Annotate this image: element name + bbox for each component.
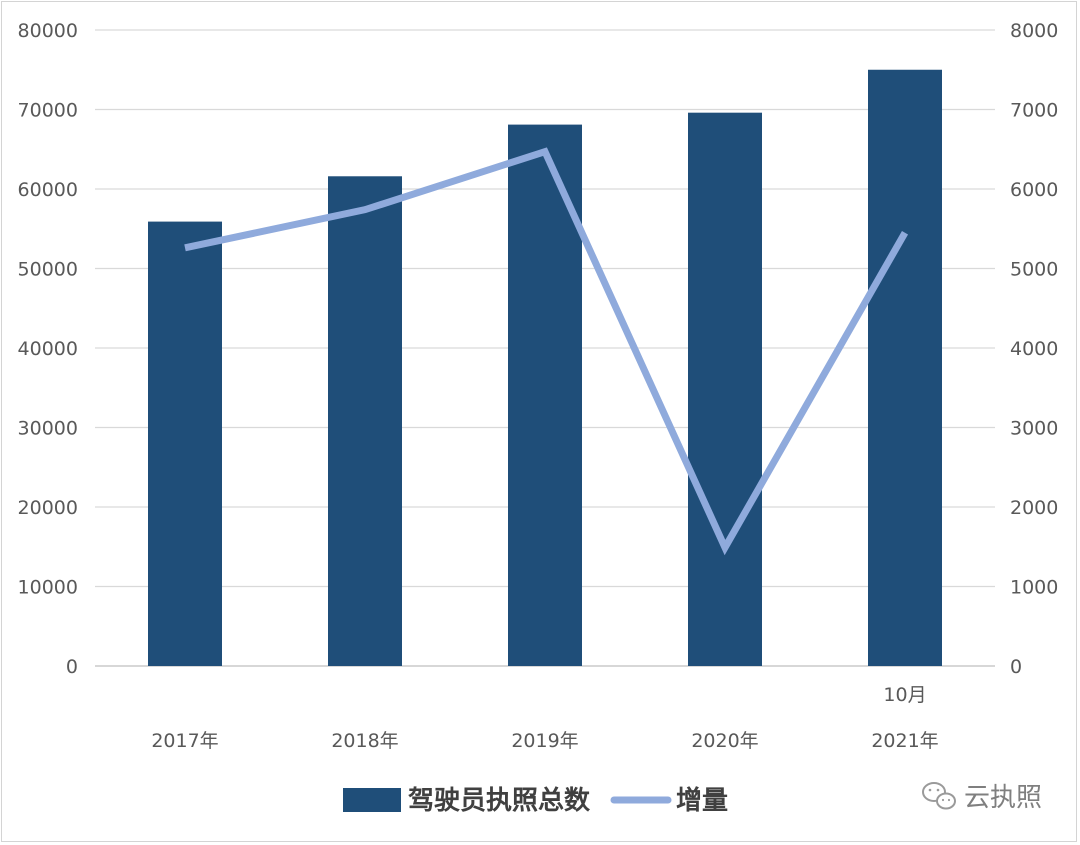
bar-2 (508, 124, 582, 667)
right-tick-label: 3000 (1010, 418, 1058, 440)
category-label: 2018年 (331, 730, 398, 752)
left-tick-label: 10000 (18, 577, 78, 599)
gridlines (95, 29, 995, 667)
left-tick-label: 0 (66, 656, 78, 678)
wechat-icon (922, 782, 956, 810)
watermark-text: 云执照 (964, 783, 1042, 813)
category-label: 2021年 (871, 730, 938, 752)
right-tick-label: 8000 (1010, 20, 1058, 42)
left-tick-label: 30000 (18, 418, 78, 440)
right-tick-label: 4000 (1010, 338, 1058, 360)
right-tick-label: 7000 (1010, 100, 1058, 122)
watermark: 云执照 (922, 782, 1042, 813)
left-axis-ticks: 0 10000 20000 30000 40000 50000 60000 70000 8000… (18, 20, 78, 678)
bar-series (148, 69, 942, 667)
bar-3 (688, 112, 762, 667)
right-tick-label: 0 (1010, 656, 1022, 678)
legend-label-bar: 驾驶员执照总数 (408, 786, 591, 816)
left-tick-label: 20000 (18, 497, 78, 519)
legend: 驾驶员执照总数 增量 (343, 785, 728, 816)
right-tick-label: 6000 (1010, 179, 1058, 201)
category-label: 2020年 (691, 730, 758, 752)
right-tick-label: 5000 (1010, 259, 1058, 281)
line-series (184, 147, 909, 556)
bar-1 (328, 176, 402, 666)
category-label: 2017年 (151, 730, 218, 752)
left-tick-label: 40000 (18, 338, 78, 360)
left-tick-label: 80000 (18, 20, 78, 42)
category-axis-labels: 2017年 2018年 2019年 2020年 2021年 10月 (151, 684, 938, 752)
right-tick-label: 2000 (1010, 497, 1058, 519)
right-tick-label: 1000 (1010, 577, 1058, 599)
legend-label-line: 增量 (676, 785, 728, 816)
right-axis-ticks: 0 1000 2000 3000 4000 5000 6000 7000 8000 (1010, 20, 1058, 678)
left-tick-label: 70000 (18, 100, 78, 122)
bar-4 (868, 69, 942, 666)
left-tick-label: 60000 (18, 179, 78, 201)
category-note: 10月 (883, 684, 926, 706)
left-tick-label: 50000 (18, 259, 78, 281)
category-label: 2019年 (511, 730, 578, 752)
legend-swatch-bar (343, 788, 401, 812)
bar-0 (148, 221, 222, 666)
